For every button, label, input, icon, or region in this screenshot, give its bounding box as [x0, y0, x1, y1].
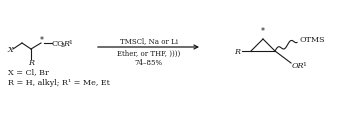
- Text: OR: OR: [292, 61, 304, 69]
- Text: OTMS: OTMS: [299, 36, 325, 44]
- Text: 2: 2: [60, 43, 64, 48]
- Text: Ether, or THF, )))): Ether, or THF, )))): [117, 50, 180, 58]
- Text: R: R: [63, 40, 69, 48]
- Text: *: *: [40, 36, 44, 45]
- Text: 1: 1: [68, 39, 72, 44]
- Text: X = Cl, Br: X = Cl, Br: [8, 67, 49, 75]
- Text: R = H, alkyl; R¹ = Me, Et: R = H, alkyl; R¹ = Me, Et: [8, 78, 110, 86]
- Text: TMSCl, Na or Li: TMSCl, Na or Li: [119, 37, 177, 45]
- Text: R: R: [28, 59, 34, 66]
- Text: 1: 1: [302, 61, 306, 66]
- Text: 74–85%: 74–85%: [134, 59, 163, 66]
- Text: *: *: [261, 27, 265, 36]
- Text: R: R: [234, 48, 240, 56]
- Text: X: X: [7, 46, 13, 54]
- Text: CO: CO: [52, 40, 65, 48]
